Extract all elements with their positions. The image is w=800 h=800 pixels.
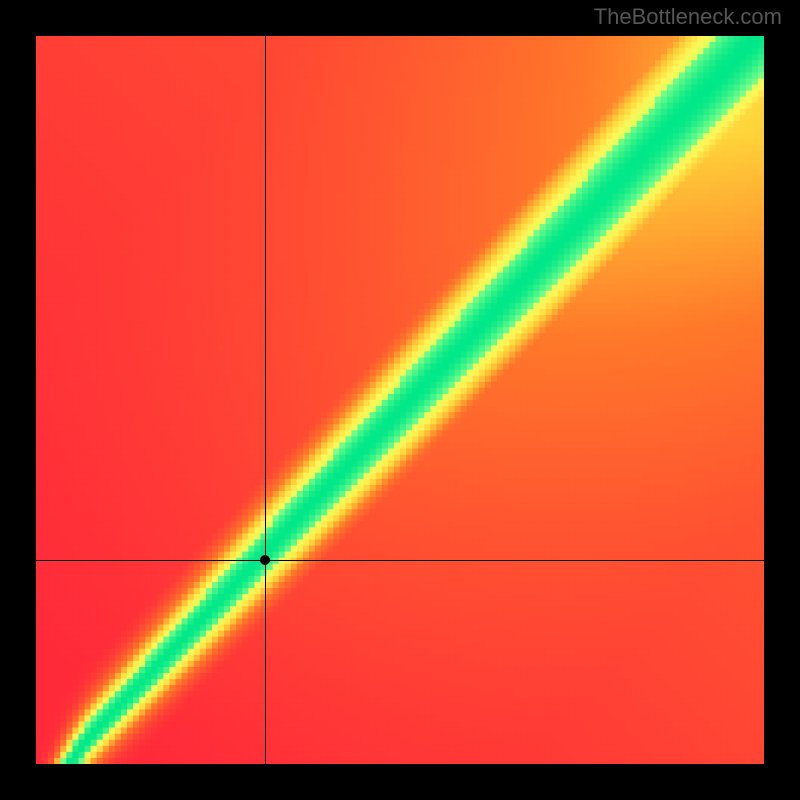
heatmap-canvas <box>36 36 764 764</box>
crosshair-marker <box>260 555 270 565</box>
crosshair-vertical <box>265 36 266 764</box>
heatmap-chart <box>36 36 764 764</box>
crosshair-horizontal <box>36 560 764 561</box>
watermark-text: TheBottleneck.com <box>594 4 782 30</box>
